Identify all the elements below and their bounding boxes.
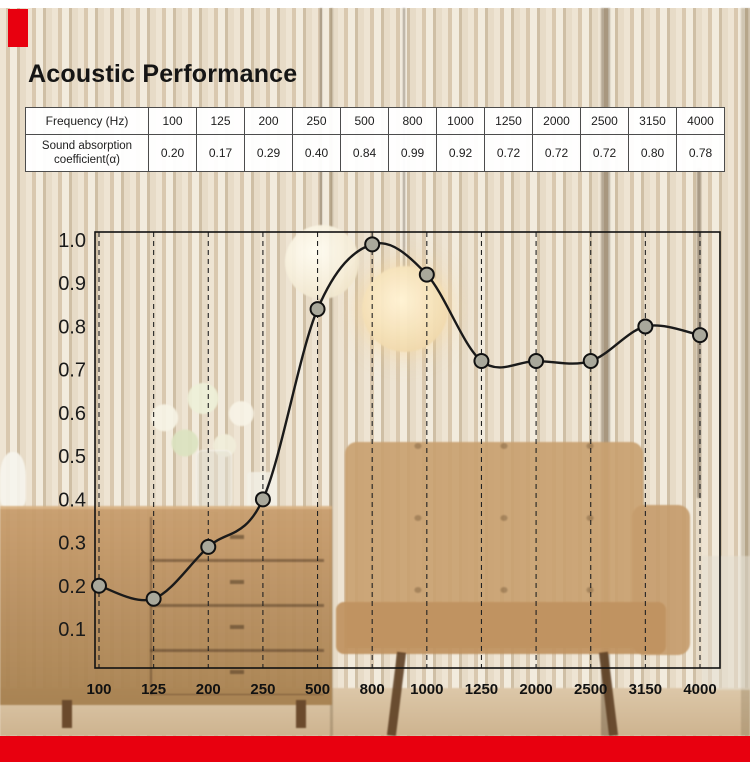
- frequency-cell: 1250: [484, 107, 533, 135]
- frequency-cell: 1000: [436, 107, 485, 135]
- coefficient-cell: 0.72: [532, 134, 581, 172]
- coefficient-cell: 0.72: [484, 134, 533, 172]
- glass-vase: [196, 450, 232, 512]
- absorption-table: Frequency (Hz) 100 125 200 250 500 800 1000 125…: [25, 107, 725, 172]
- coefficient-cell: 0.20: [148, 134, 197, 172]
- frequency-cell: 200: [244, 107, 293, 135]
- coefficient-cell: 0.78: [676, 134, 725, 172]
- sideboard: [0, 506, 332, 705]
- red-accent-bottom-bar: [0, 736, 750, 762]
- armchair-seat: [336, 602, 666, 654]
- frequency-cell: 800: [388, 107, 437, 135]
- coefficient-cell: 0.84: [340, 134, 389, 172]
- coefficient-cell: 0.40: [292, 134, 341, 172]
- frequency-cell: 2500: [580, 107, 629, 135]
- sideboard-leg: [62, 700, 72, 728]
- frequency-cell: 125: [196, 107, 245, 135]
- page-title: Acoustic Performance: [28, 60, 298, 88]
- coefficient-cell: 0.29: [244, 134, 293, 172]
- frequency-row: Frequency (Hz) 100 125 200 250 500 800 1000 125…: [25, 107, 725, 135]
- wall-seam: [741, 8, 750, 736]
- frequency-cell: 2000: [532, 107, 581, 135]
- sideboard-drawers: [150, 517, 324, 695]
- coefficient-row-header: Sound absorption coefficient(α): [25, 134, 149, 172]
- figurine: [0, 452, 26, 506]
- floor-lamp-pole: [697, 168, 701, 498]
- frequency-cell: 3150: [628, 107, 677, 135]
- coefficient-cell: 0.72: [580, 134, 629, 172]
- frequency-cell: 500: [340, 107, 389, 135]
- coefficient-cell: 0.17: [196, 134, 245, 172]
- coefficient-cell: 0.99: [388, 134, 437, 172]
- frequency-cell: 100: [148, 107, 197, 135]
- pendant-lamp-lit: [362, 266, 448, 352]
- frequency-cell: 4000: [676, 107, 725, 135]
- side-table: [702, 556, 750, 690]
- sideboard-leg: [296, 700, 306, 728]
- frequency-row-header: Frequency (Hz): [25, 107, 149, 135]
- coefficient-cell: 0.80: [628, 134, 677, 172]
- coefficient-row: Sound absorption coefficient(α) 0.20 0.17…: [25, 134, 725, 172]
- frequency-cell: 250: [292, 107, 341, 135]
- plant-pot: [247, 472, 277, 510]
- pendant-lamp: [285, 225, 359, 299]
- coefficient-cell: 0.92: [436, 134, 485, 172]
- red-accent-top: [8, 9, 28, 47]
